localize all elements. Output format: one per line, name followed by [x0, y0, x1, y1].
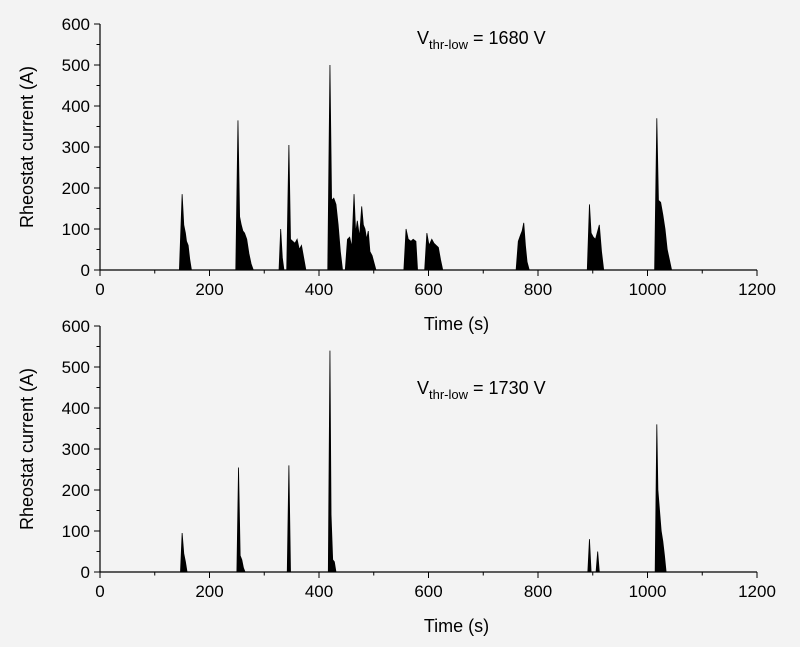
x-tick-label: 800 [524, 582, 552, 601]
y-tick-label: 0 [81, 261, 90, 280]
x-tick-label: 0 [95, 280, 104, 299]
x-tick-label: 200 [195, 280, 223, 299]
y-tick-label: 200 [62, 481, 90, 500]
y-tick-label: 0 [81, 563, 90, 582]
threshold-annotation: Vthr-low = 1680 V [417, 28, 546, 52]
x-tick-label: 400 [305, 280, 333, 299]
x-tick-label: 400 [305, 582, 333, 601]
y-tick-label: 600 [62, 317, 90, 336]
x-tick-label: 600 [414, 582, 442, 601]
x-tick-label: 1200 [738, 280, 776, 299]
x-tick-label: 1000 [629, 280, 667, 299]
x-tick-label: 800 [524, 280, 552, 299]
x-tick-label: 1200 [738, 582, 776, 601]
series-area [100, 64, 757, 271]
y-axis-label: Rheostat current (A) [17, 368, 37, 530]
x-axis-label: Time (s) [424, 616, 489, 636]
x-tick-label: 0 [95, 582, 104, 601]
y-tick-label: 200 [62, 179, 90, 198]
x-axis-label: Time (s) [424, 314, 489, 334]
y-tick-label: 400 [62, 399, 90, 418]
y-axis-label: Rheostat current (A) [17, 66, 37, 228]
x-tick-label: 600 [414, 280, 442, 299]
y-tick-label: 100 [62, 220, 90, 239]
y-tick-label: 100 [62, 522, 90, 541]
y-tick-label: 600 [62, 15, 90, 34]
x-tick-label: 1000 [629, 582, 667, 601]
y-tick-label: 500 [62, 56, 90, 75]
chart-panel-bottom: 0 200 400 600 800 1000 1200 0 100 200 300 400 500 600… [17, 317, 776, 636]
chart-panel-top: 0 200 400 600 800 1000 1200 0 100 200 300 400 500 600… [17, 15, 776, 334]
y-tick-label: 300 [62, 440, 90, 459]
y-tick-label: 300 [62, 138, 90, 157]
y-tick-label: 500 [62, 358, 90, 377]
x-tick-label: 200 [195, 582, 223, 601]
threshold-annotation: Vthr-low = 1730 V [417, 378, 546, 402]
y-tick-label: 400 [62, 97, 90, 116]
